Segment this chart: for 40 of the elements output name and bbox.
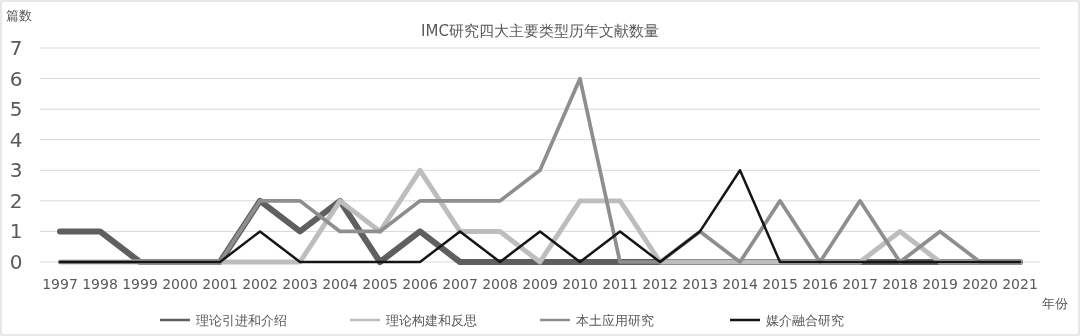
y-tick-label: 3 <box>9 158 23 183</box>
x-tick-label: 2002 <box>242 276 278 292</box>
x-axis-title: 年份 <box>1042 296 1068 311</box>
x-tick-label: 2003 <box>282 276 318 292</box>
x-tick-label: 2020 <box>962 276 998 292</box>
legend-label: 媒介融合研究 <box>766 313 844 328</box>
x-tick-label: 1997 <box>42 276 78 292</box>
x-tick-label: 2012 <box>642 276 678 292</box>
x-tick-label: 2015 <box>762 276 798 292</box>
x-tick-label: 2014 <box>722 276 758 292</box>
x-tick-label: 2017 <box>842 276 878 292</box>
x-tick-label: 2008 <box>482 276 518 292</box>
x-tick-label: 2019 <box>922 276 958 292</box>
x-tick-label: 2009 <box>522 276 558 292</box>
legend-label: 本土应用研究 <box>576 313 654 328</box>
x-tick-label: 2004 <box>322 276 358 292</box>
x-tick-label: 1998 <box>82 276 118 292</box>
legend-label: 理论构建和反思 <box>386 313 477 328</box>
x-tick-label: 2000 <box>162 276 198 292</box>
y-tick-label: 6 <box>9 66 23 91</box>
y-tick-label: 0 <box>9 250 23 274</box>
y-tick-label: 7 <box>9 36 23 60</box>
x-tick-label: 2011 <box>602 276 638 292</box>
x-tick-label: 2013 <box>682 276 718 292</box>
y-tick-label: 4 <box>9 127 23 152</box>
x-tick-label: 1999 <box>122 276 158 292</box>
y-axis-title: 篇数 <box>6 8 32 23</box>
y-tick-label: 1 <box>9 219 23 244</box>
x-tick-label: 2018 <box>882 276 918 292</box>
x-tick-label: 2005 <box>362 276 398 292</box>
legend-label: 理论引进和介绍 <box>196 313 287 328</box>
x-tick-label: 2016 <box>802 276 838 292</box>
x-tick-label: 2006 <box>402 276 438 292</box>
y-tick-label: 5 <box>9 97 23 122</box>
x-tick-label: 2010 <box>562 276 598 292</box>
y-tick-label: 2 <box>9 188 23 213</box>
x-tick-label: 2007 <box>442 276 478 292</box>
x-tick-label: 2001 <box>202 276 238 292</box>
chart-title: IMC研究四大主要类型历年文献数量 <box>421 22 659 40</box>
x-tick-label: 2021 <box>1002 276 1038 292</box>
